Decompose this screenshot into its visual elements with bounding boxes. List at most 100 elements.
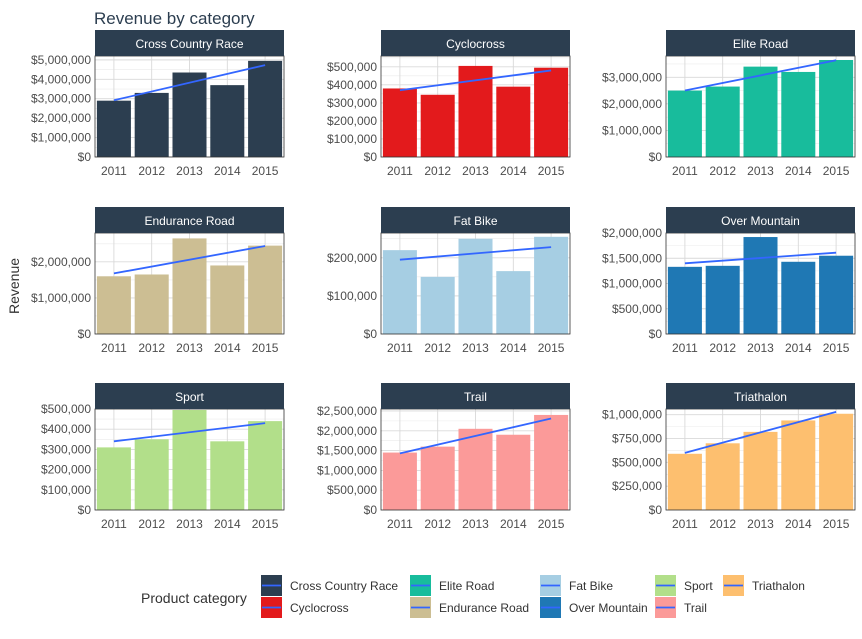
bar xyxy=(667,266,702,334)
x-tick-label: 2012 xyxy=(709,517,736,531)
panel-cross-country-race: $0 $1,000,000 $2,000,000 $3,000,000 $4,000,0… xyxy=(31,30,285,178)
y-tick-label: $2,000,000 xyxy=(317,424,377,438)
y-tick-label: $1,000,000 xyxy=(602,123,662,137)
bar xyxy=(210,85,245,157)
bar xyxy=(705,265,740,334)
y-tick-label: $0 xyxy=(364,503,378,517)
y-tick-label: $400,000 xyxy=(327,78,377,92)
bar xyxy=(248,60,283,157)
panel-endurance-road: $0 $1,000,000 $2,000,000 Endurance Road 2011… xyxy=(31,207,285,355)
y-tick-label: $500,000 xyxy=(327,483,377,497)
trend-line xyxy=(399,246,552,261)
x-tick-label: 2015 xyxy=(538,164,565,178)
y-tick-label: $200,000 xyxy=(327,251,377,265)
bar xyxy=(819,255,854,334)
y-tick-label: $500,000 xyxy=(612,455,662,469)
bar xyxy=(96,100,131,157)
legend-item: Trail xyxy=(655,597,707,618)
y-tick-label: $1,000,000 xyxy=(31,131,91,145)
facet-strip-label: Over Mountain xyxy=(721,214,800,228)
y-tick-label: $5,000,000 xyxy=(31,53,91,67)
y-tick-label: $4,000,000 xyxy=(31,72,91,86)
y-tick-label: $1,500,000 xyxy=(602,251,662,265)
facet-strip xyxy=(381,30,570,56)
y-tick-label: $3,000,000 xyxy=(602,70,662,84)
y-tick-label: $500,000 xyxy=(327,60,377,74)
legend-label: Elite Road xyxy=(439,579,494,593)
y-tick-label: $400,000 xyxy=(41,422,91,436)
bar xyxy=(420,94,455,157)
facet-strip-label: Sport xyxy=(175,390,204,404)
x-tick-label: 2011 xyxy=(387,164,413,178)
legend-label: Trail xyxy=(684,601,707,615)
legend-label: Triathalon xyxy=(752,579,805,593)
x-tick-label: 2015 xyxy=(538,517,565,531)
x-tick-label: 2013 xyxy=(747,164,774,178)
x-tick-label: 2012 xyxy=(424,341,451,355)
y-tick-label: $200,000 xyxy=(41,463,91,477)
bar xyxy=(781,261,816,334)
trend-line xyxy=(399,69,552,92)
bar xyxy=(781,71,816,157)
y-tick-label: $2,500,000 xyxy=(317,404,377,418)
trend-line xyxy=(684,410,837,454)
x-tick-label: 2011 xyxy=(101,517,127,531)
y-tick-label: $200,000 xyxy=(327,114,377,128)
legend-label: Over Mountain xyxy=(569,601,648,615)
legend-item: Cross Country Race xyxy=(261,575,398,596)
legend-item: Over Mountain xyxy=(540,597,648,618)
legend-label: Sport xyxy=(684,579,713,593)
facet-strip-label: Trail xyxy=(464,390,487,404)
facet-strip xyxy=(666,30,855,56)
panel-triathalon: $0 $250,000 $500,000 $750,000 $1,000,000 Tria… xyxy=(602,383,856,531)
x-tick-label: 2015 xyxy=(252,517,279,531)
y-tick-label: $500,000 xyxy=(612,302,662,316)
facet-strip xyxy=(381,383,570,409)
bar xyxy=(382,452,417,510)
y-tick-label: $1,000,000 xyxy=(602,408,662,422)
x-tick-label: 2011 xyxy=(672,517,698,531)
y-tick-label: $1,000,000 xyxy=(602,277,662,291)
x-tick-label: 2015 xyxy=(252,164,279,178)
bar xyxy=(172,410,207,510)
y-tick-label: $0 xyxy=(364,327,378,341)
legend-item: Endurance Road xyxy=(410,597,529,618)
x-tick-label: 2011 xyxy=(101,164,127,178)
facet-strip xyxy=(95,30,284,56)
x-tick-label: 2015 xyxy=(538,341,565,355)
x-tick-label: 2014 xyxy=(500,164,527,178)
y-tick-label: $0 xyxy=(649,503,663,517)
y-tick-label: $750,000 xyxy=(612,432,662,446)
chart-title: Revenue by category xyxy=(94,9,255,28)
y-tick-label: $0 xyxy=(364,150,378,164)
x-tick-label: 2015 xyxy=(823,517,850,531)
panel-elite-road: $0 $1,000,000 $2,000,000 $3,000,000 Elite Ro… xyxy=(602,30,856,178)
y-tick-label: $300,000 xyxy=(41,442,91,456)
bar xyxy=(382,88,417,157)
y-tick-label: $100,000 xyxy=(327,289,377,303)
bar xyxy=(172,72,207,157)
x-tick-label: 2014 xyxy=(500,341,527,355)
facet-strip xyxy=(666,207,855,233)
x-tick-label: 2012 xyxy=(709,341,736,355)
y-tick-label: $2,000,000 xyxy=(602,97,662,111)
bar xyxy=(534,67,569,157)
x-tick-label: 2012 xyxy=(424,517,451,531)
facet-strip xyxy=(381,207,570,233)
bar xyxy=(420,276,455,334)
panel-trail: $0 $500,000 $1,000,000 $1,500,000 $2,000,000… xyxy=(317,383,571,531)
x-tick-label: 2015 xyxy=(823,341,850,355)
y-tick-label: $500,000 xyxy=(41,402,91,416)
x-tick-label: 2011 xyxy=(387,341,413,355)
facet-strip-label: Elite Road xyxy=(733,37,788,51)
facet-strip xyxy=(95,207,284,233)
legend-item: Triathalon xyxy=(723,575,805,596)
bar xyxy=(210,441,245,510)
x-tick-label: 2013 xyxy=(176,517,203,531)
x-tick-label: 2014 xyxy=(214,517,241,531)
bar xyxy=(534,414,569,510)
legend-label: Endurance Road xyxy=(439,601,529,615)
bar xyxy=(248,421,283,510)
bar xyxy=(134,439,169,510)
x-tick-label: 2014 xyxy=(214,341,241,355)
